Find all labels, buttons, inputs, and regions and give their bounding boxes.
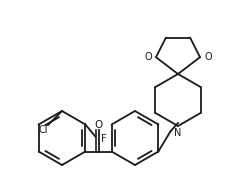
Text: O: O bbox=[144, 52, 152, 62]
Text: N: N bbox=[174, 128, 182, 138]
Text: O: O bbox=[94, 120, 103, 130]
Text: Cl: Cl bbox=[38, 125, 48, 135]
Text: O: O bbox=[204, 52, 212, 62]
Text: F: F bbox=[101, 133, 106, 144]
